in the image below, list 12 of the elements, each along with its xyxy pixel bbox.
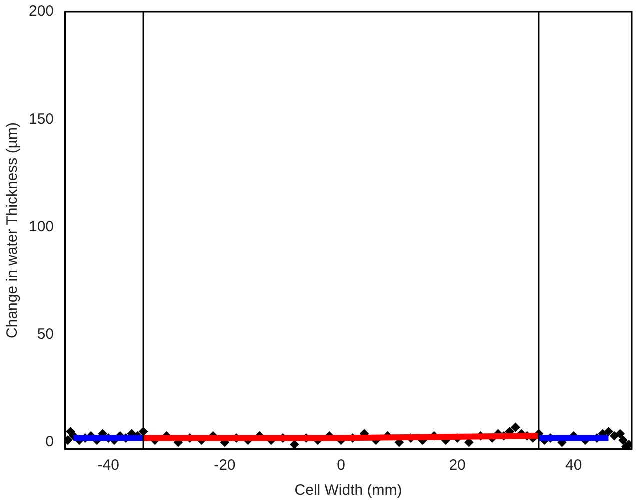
x-tick-label: 40 — [566, 457, 582, 474]
y-tick-label: 200 — [28, 3, 54, 20]
y-tick-label: 50 — [37, 326, 54, 344]
x-tick-label: -40 — [98, 457, 120, 474]
y-tick-label: 100 — [28, 218, 54, 236]
x-tick-label: 20 — [449, 457, 466, 474]
x-tick-label: 0 — [337, 457, 346, 474]
y-axis-title: Change in water Thickness (µm) — [4, 122, 22, 338]
y-tick-label: 0 — [46, 434, 54, 451]
y-tick-label: 150 — [28, 110, 54, 128]
x-axis-title: Cell Width (mm) — [294, 482, 402, 500]
x-tick-label: -20 — [214, 457, 236, 474]
